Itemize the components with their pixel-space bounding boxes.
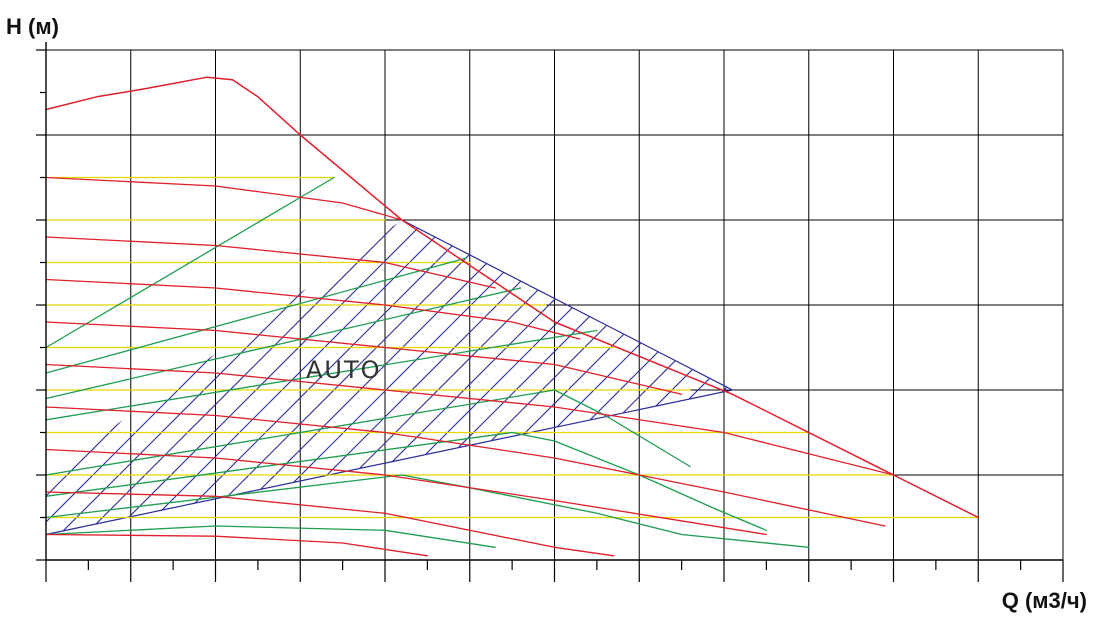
auto-hatch-line	[996, 140, 1099, 560]
auto-hatch-line	[814, 140, 1099, 560]
auto-hatch-line	[423, 220, 733, 535]
auto-hatch-line	[371, 220, 733, 535]
auto-hatch-line	[631, 220, 733, 535]
auto-hatch-line	[866, 140, 1099, 560]
auto-hatch-line	[709, 220, 733, 535]
auto-hatch-line	[475, 220, 733, 535]
auto-hatch-line	[605, 220, 733, 535]
auto-hatch-line	[46, 220, 273, 535]
auto-hatch-line	[46, 220, 377, 535]
auto-hatch-line	[527, 220, 733, 535]
speed-curves-line	[45, 406, 886, 527]
auto-hatch-line	[736, 140, 1099, 560]
performance-curves	[45, 76, 980, 557]
auto-hatch-line	[293, 220, 715, 535]
auto-hatch-line	[970, 140, 1099, 560]
auto-hatch-line	[215, 220, 637, 535]
auto-hatch-line	[137, 220, 559, 535]
auto-hatch-line	[111, 220, 533, 535]
auto-hatch-line	[788, 140, 1099, 560]
auto-hatch-line	[918, 140, 1099, 560]
proportional-pressure-line	[45, 525, 496, 548]
speed-curves-line	[45, 491, 615, 557]
max-curve-line	[45, 76, 980, 519]
proportional-pressure-line	[45, 176, 335, 349]
speed-curves-line	[45, 321, 683, 395]
axes	[36, 42, 1064, 582]
y-axis-label: H (м)	[6, 14, 59, 39]
x-axis-label: Q (м3/ч)	[1001, 588, 1087, 613]
proportional-pressure-line	[45, 329, 598, 421]
speed-curves-line	[45, 533, 429, 557]
speed-curves-line	[45, 278, 581, 340]
auto-hatch-line	[46, 220, 455, 535]
proportional-pressure-line	[45, 257, 467, 374]
auto-hatch-line	[163, 220, 585, 535]
auto-hatch-line	[59, 220, 481, 535]
auto-region-outline	[45, 219, 735, 536]
speed-curves-line	[45, 176, 403, 221]
auto-hatch-line	[241, 220, 663, 535]
proportional-pressure-line	[45, 287, 522, 400]
speed-curves-line	[45, 363, 895, 476]
auto-hatch-line	[46, 220, 325, 535]
proportional-pressure-line	[45, 389, 691, 476]
auto-hatch-line	[553, 220, 733, 535]
auto-annotation: AUTO	[306, 356, 382, 384]
auto-hatch-line	[657, 220, 733, 535]
auto-hatch-line	[85, 220, 507, 535]
speed-curves-line	[45, 236, 496, 289]
auto-hatch-line	[840, 140, 1099, 560]
proportional-pressure-line	[45, 474, 810, 548]
auto-hatch-line	[944, 140, 1099, 560]
auto-hatch-line	[762, 140, 1099, 560]
auto-hatch-lines	[46, 140, 1099, 560]
auto-hatch-line	[892, 140, 1099, 560]
auto-hatch-line	[397, 220, 733, 535]
speed-curves-line	[45, 448, 768, 536]
auto-hatch-line	[46, 220, 221, 535]
auto-hatch-line	[501, 220, 733, 535]
proportional-pressure-line	[45, 431, 768, 531]
auto-region-hatch	[45, 140, 1099, 560]
